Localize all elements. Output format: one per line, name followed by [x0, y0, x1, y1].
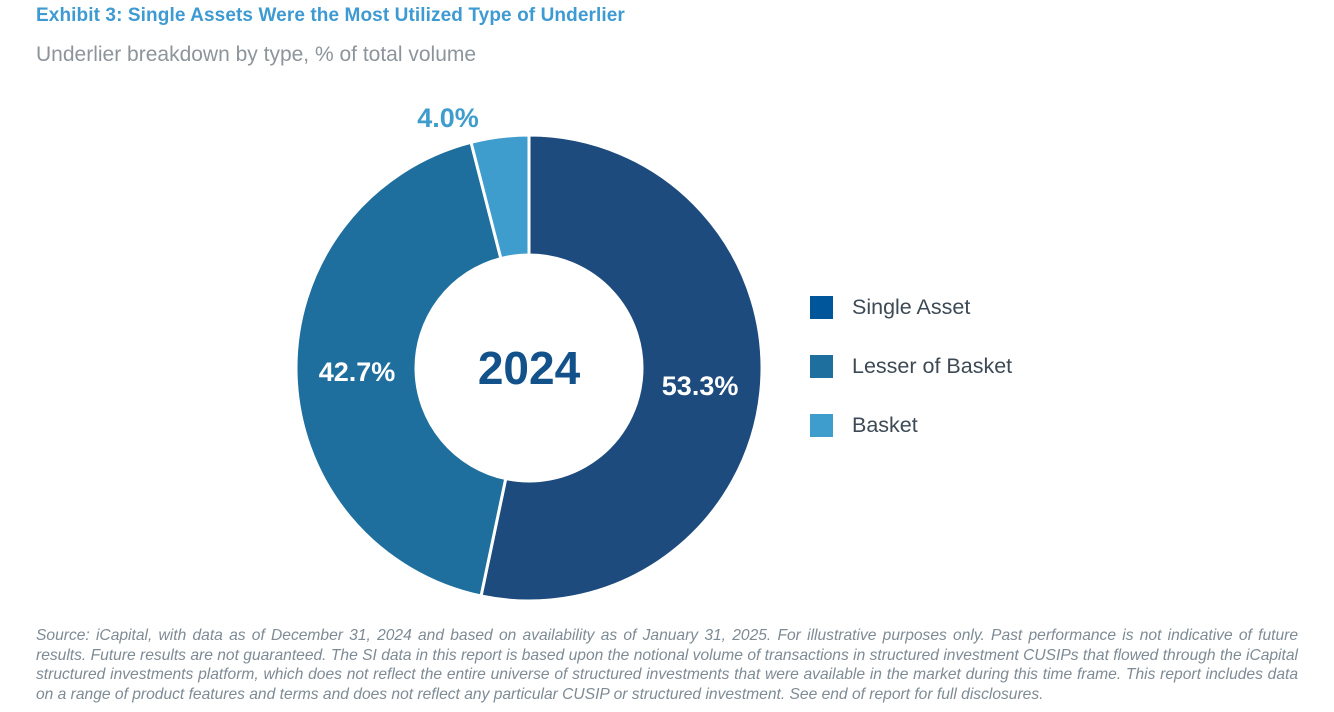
chart-legend: Single Asset Lesser of Basket Basket	[810, 295, 1012, 472]
donut-center-year: 2024	[478, 342, 581, 394]
value-label-basket: 4.0%	[417, 103, 479, 133]
slice-single-asset	[479, 133, 764, 603]
exhibit-title: Exhibit 3: Single Assets Were the Most U…	[36, 5, 625, 26]
slice-lesser-of-basket	[294, 140, 508, 598]
legend-label: Basket	[852, 412, 918, 437]
exhibit-subtitle: Underlier breakdown by type, % of total …	[36, 43, 477, 66]
value-label-lesser-of-basket: 42.7%	[319, 357, 396, 387]
legend-label: Lesser of Basket	[852, 353, 1013, 378]
slice-basket	[469, 133, 531, 261]
legend-swatch-single-asset	[810, 295, 833, 319]
donut-chart: 53.3% 42.7% 4.0% 2024	[294, 103, 764, 603]
legend-item-single-asset: Single Asset	[810, 295, 1012, 319]
legend-label: Single Asset	[852, 294, 971, 319]
legend-swatch-lesser-of-basket	[810, 354, 833, 378]
source-disclosure-text: Source: iCapital, with data as of Decemb…	[36, 627, 1298, 703]
value-label-single-asset: 53.3%	[662, 371, 739, 401]
legend-item-basket: Basket	[810, 413, 1012, 437]
legend-swatch-basket	[810, 413, 833, 437]
legend-item-lesser-of-basket: Lesser of Basket	[810, 354, 1012, 378]
